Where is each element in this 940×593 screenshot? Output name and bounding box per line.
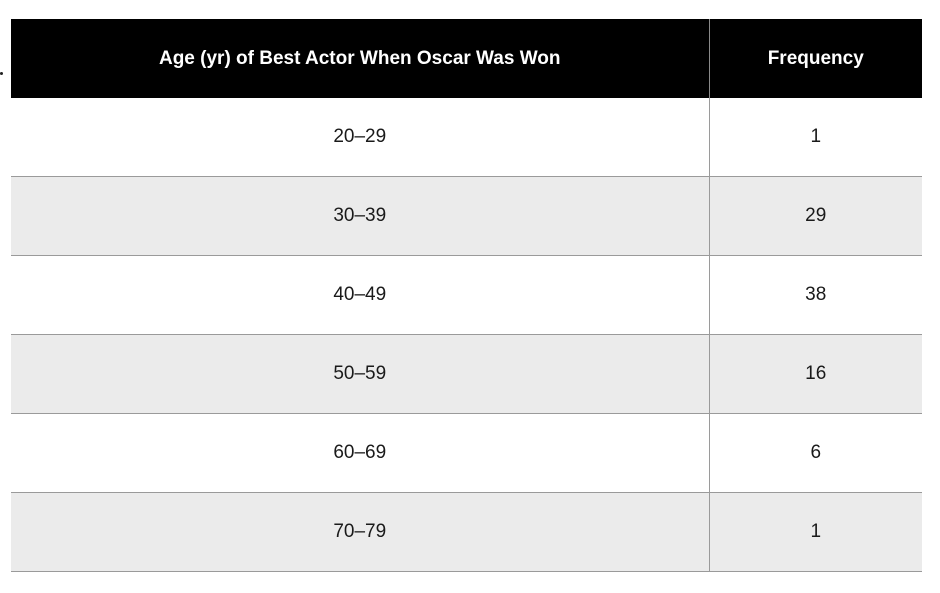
age-column-header: Age (yr) of Best Actor When Oscar Was Wo… [11, 19, 710, 98]
table-header: Age (yr) of Best Actor When Oscar Was Wo… [11, 19, 922, 98]
frequency-cell: 29 [709, 176, 922, 256]
age-range-cell: 30–39 [11, 176, 710, 256]
age-range-cell: 70–79 [11, 492, 710, 572]
frequency-cell: 6 [709, 413, 922, 493]
table-row: 70–79 1 [11, 492, 922, 572]
frequency-cell: 1 [709, 98, 922, 177]
frequency-column-header: Frequency [709, 19, 922, 98]
frequency-table: Age (yr) of Best Actor When Oscar Was Wo… [11, 19, 922, 572]
table-row: 50–59 16 [11, 334, 922, 414]
stray-dot-mark [0, 72, 3, 75]
table-body: 20–29 1 30–39 29 40–49 38 50–59 16 60–69… [11, 98, 922, 572]
age-range-cell: 50–59 [11, 334, 710, 414]
frequency-cell: 38 [709, 255, 922, 335]
age-range-cell: 60–69 [11, 413, 710, 493]
table-row: 60–69 6 [11, 413, 922, 493]
age-range-cell: 40–49 [11, 255, 710, 335]
frequency-cell: 16 [709, 334, 922, 414]
frequency-cell: 1 [709, 492, 922, 572]
table-row: 30–39 29 [11, 176, 922, 256]
header-row: Age (yr) of Best Actor When Oscar Was Wo… [11, 19, 922, 98]
table-row: 40–49 38 [11, 255, 922, 335]
table-row: 20–29 1 [11, 98, 922, 177]
age-range-cell: 20–29 [11, 98, 710, 177]
